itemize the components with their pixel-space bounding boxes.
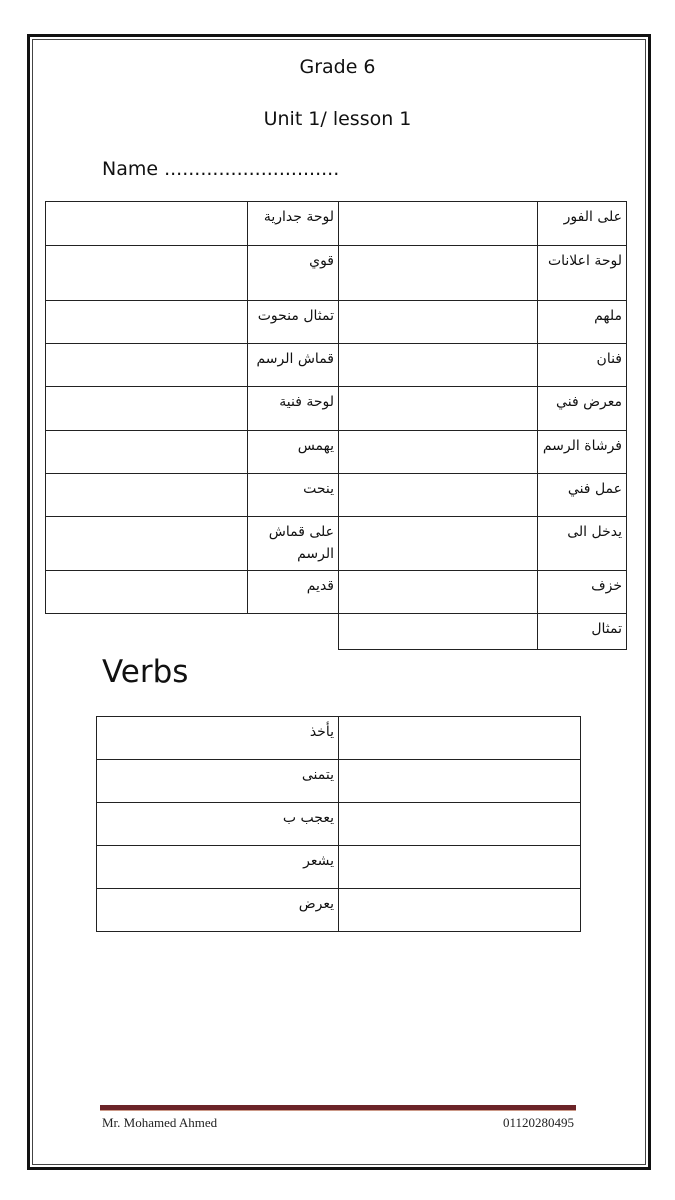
answer-cell-right[interactable] — [338, 570, 538, 614]
answer-cell-left[interactable] — [45, 343, 248, 387]
vocabulary-table: لوحة جدارية على الفور قوي لوحة اعلانات تمثال… — [45, 201, 627, 650]
table-row: تمثال منحوت ملهم — [45, 300, 627, 344]
answer-cell[interactable] — [338, 845, 581, 889]
table-row: تمثال — [46, 613, 627, 650]
verbs-table: يأخذ يتمنى يعجب ب يشعر يعرض — [96, 716, 581, 932]
table-row: يشعر — [96, 845, 581, 889]
answer-cell-right[interactable] — [338, 201, 538, 246]
word-cell: لوحة اعلانات — [537, 245, 627, 301]
word-cell: قماش الرسم — [247, 343, 339, 387]
table-row: قوي لوحة اعلانات — [45, 245, 627, 301]
word-cell: لوحة جدارية — [247, 201, 339, 246]
word-cell: لوحة فنية — [247, 386, 339, 431]
answer-cell[interactable] — [338, 888, 581, 932]
answer-cell-right[interactable] — [338, 473, 538, 517]
word-cell: على قماش الرسم — [247, 516, 339, 571]
table-row: يتمنى — [96, 759, 581, 803]
word-cell: ينحت — [247, 473, 339, 517]
verbs-heading: Verbs — [102, 654, 189, 690]
word-cell: فرشاة الرسم — [537, 430, 627, 474]
word-cell: عمل فني — [537, 473, 627, 517]
answer-cell-right[interactable] — [338, 300, 538, 344]
table-row: على قماش الرسم يدخل الى — [45, 516, 627, 571]
answer-cell-right[interactable] — [338, 386, 538, 431]
word-cell: قوي — [247, 245, 339, 301]
word-cell: ملهم — [537, 300, 627, 344]
word-cell: معرض فني — [537, 386, 627, 431]
answer-cell-left — [46, 614, 248, 650]
unit-title: Unit 1/ lesson 1 — [263, 108, 412, 130]
word-cell — [248, 614, 339, 650]
table-row: يأخذ — [96, 716, 581, 760]
table-row: قديم خزف — [45, 570, 627, 614]
footer-phone: 01120280495 — [502, 1115, 574, 1130]
grade-title: Grade 6 — [299, 56, 376, 78]
answer-cell-left[interactable] — [45, 201, 248, 246]
word-cell: تمثال منحوت — [247, 300, 339, 344]
answer-cell-left[interactable] — [45, 570, 248, 614]
answer-cell-right[interactable] — [338, 613, 538, 650]
table-row: ينحت عمل فني — [45, 473, 627, 517]
verb-word-cell: يعجب ب — [96, 802, 339, 846]
word-cell: يهمس — [247, 430, 339, 474]
page-border — [27, 34, 651, 1170]
answer-cell-left[interactable] — [45, 245, 248, 301]
verb-word-cell: يعرض — [96, 888, 339, 932]
table-row: لوحة جدارية على الفور — [45, 201, 627, 246]
verb-word-cell: يشعر — [96, 845, 339, 889]
answer-cell-right[interactable] — [338, 343, 538, 387]
answer-cell-right[interactable] — [338, 245, 538, 301]
footer-rule — [100, 1105, 576, 1111]
table-row: يهمس فرشاة الرسم — [45, 430, 627, 474]
word-cell: خزف — [537, 570, 627, 614]
word-cell: قديم — [247, 570, 339, 614]
word-cell: تمثال — [537, 613, 627, 650]
verb-word-cell: يأخذ — [96, 716, 339, 760]
table-row: يعرض — [96, 888, 581, 932]
footer-author: Mr. Mohamed Ahmed — [102, 1115, 218, 1130]
answer-cell[interactable] — [338, 716, 581, 760]
answer-cell-left[interactable] — [45, 516, 248, 571]
name-field: Name ............................. — [102, 158, 340, 180]
answer-cell-left[interactable] — [45, 300, 248, 344]
answer-cell-left[interactable] — [45, 386, 248, 431]
answer-cell-left[interactable] — [45, 430, 248, 474]
table-row: لوحة فنية معرض فني — [45, 386, 627, 431]
verb-word-cell: يتمنى — [96, 759, 339, 803]
answer-cell-right[interactable] — [338, 516, 538, 571]
word-cell: يدخل الى — [537, 516, 627, 571]
answer-cell[interactable] — [338, 759, 581, 803]
table-row: يعجب ب — [96, 802, 581, 846]
word-cell: فنان — [537, 343, 627, 387]
table-row: قماش الرسم فنان — [45, 343, 627, 387]
word-cell: على الفور — [537, 201, 627, 246]
answer-cell-right[interactable] — [338, 430, 538, 474]
answer-cell[interactable] — [338, 802, 581, 846]
answer-cell-left[interactable] — [45, 473, 248, 517]
